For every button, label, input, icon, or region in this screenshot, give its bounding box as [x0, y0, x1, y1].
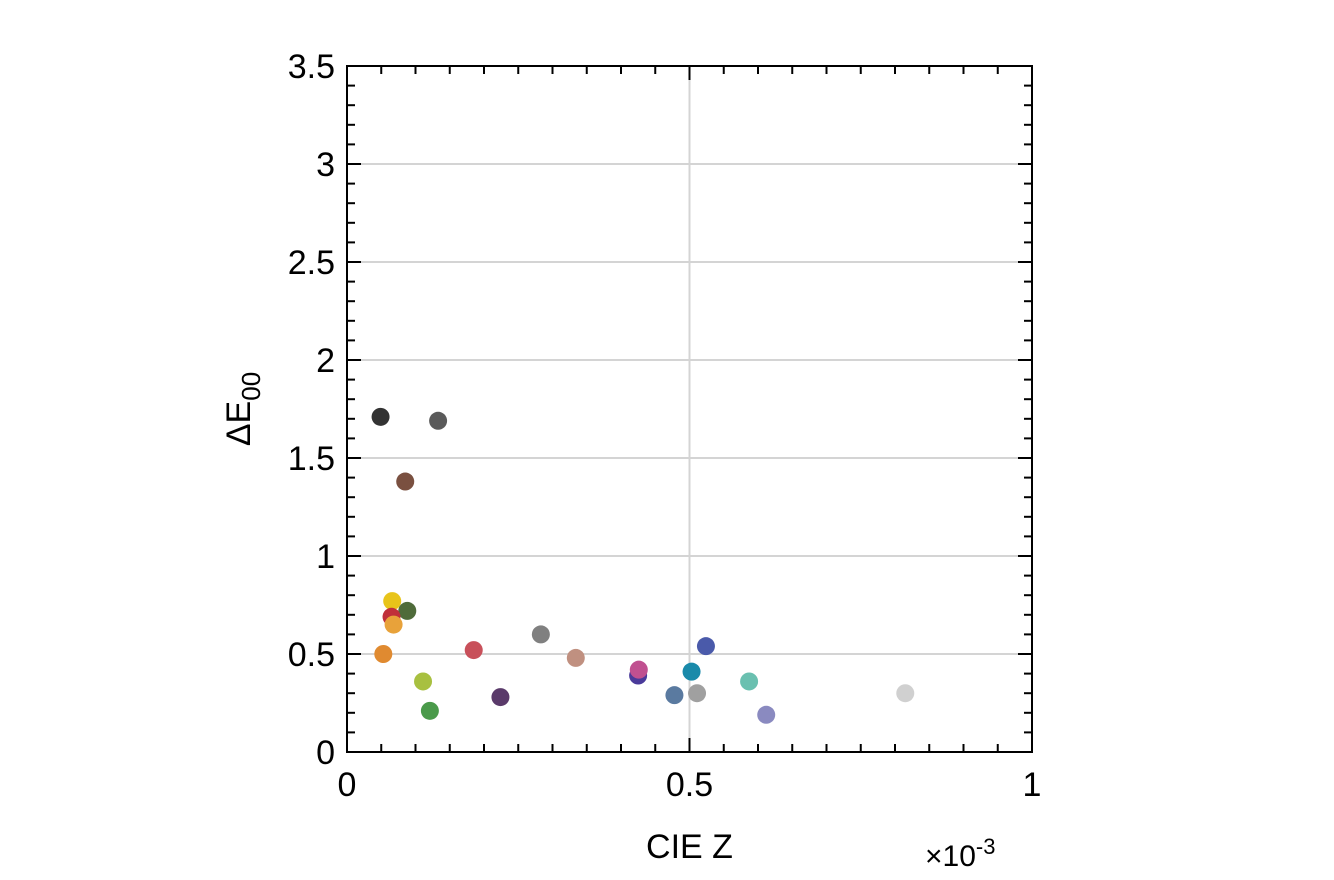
- data-point: [629, 660, 648, 679]
- data-point: [374, 645, 393, 663]
- x-tick-label: 0: [338, 766, 357, 804]
- data-point: [566, 648, 585, 667]
- x-tick-label: 1: [1023, 766, 1042, 804]
- y-tick-label: 0: [316, 734, 335, 772]
- data-point: [383, 592, 402, 611]
- data-point: [740, 672, 759, 691]
- y-tick-label: 0.5: [288, 636, 335, 674]
- x-tick-label: 0.5: [666, 766, 713, 804]
- data-points: [371, 407, 915, 724]
- data-point: [396, 472, 415, 491]
- data-point: [531, 625, 550, 644]
- data-point: [398, 601, 417, 620]
- y-tick-label: 3: [316, 146, 335, 184]
- data-point: [757, 705, 776, 724]
- y-axis-label-subscript: 00: [236, 372, 266, 401]
- tick-labels: 0 0.5 1 0 0.5 1 1.5 2 2.5 3 3.5: [288, 48, 1042, 804]
- y-tick-label: 1: [316, 538, 335, 576]
- x-exponent-times: ×: [925, 840, 943, 873]
- data-point: [491, 688, 510, 707]
- data-point: [682, 662, 701, 681]
- grid-lines: [347, 66, 1032, 752]
- y-axis-label-main: ΔE: [220, 401, 258, 446]
- y-tick-label: 2: [316, 342, 335, 380]
- y-tick-label: 3.5: [288, 48, 335, 86]
- y-tick-label: 2.5: [288, 244, 335, 282]
- plot-frame: [346, 65, 1033, 753]
- data-point: [414, 672, 433, 691]
- data-point: [420, 701, 439, 720]
- data-point: [429, 411, 448, 430]
- data-point: [384, 615, 403, 634]
- data-point: [696, 637, 715, 656]
- data-point: [464, 641, 483, 660]
- data-point: [688, 684, 707, 703]
- x-axis-exponent: ×10-3: [925, 834, 995, 873]
- data-point: [371, 407, 390, 426]
- x-exponent-power: -3: [976, 834, 996, 859]
- x-exponent-base: 10: [943, 840, 976, 873]
- y-axis-label: ΔE00: [220, 372, 266, 446]
- data-point: [665, 686, 684, 705]
- x-axis-label: CIE Z: [646, 828, 733, 866]
- data-point: [896, 684, 915, 703]
- y-tick-label: 1.5: [288, 440, 335, 478]
